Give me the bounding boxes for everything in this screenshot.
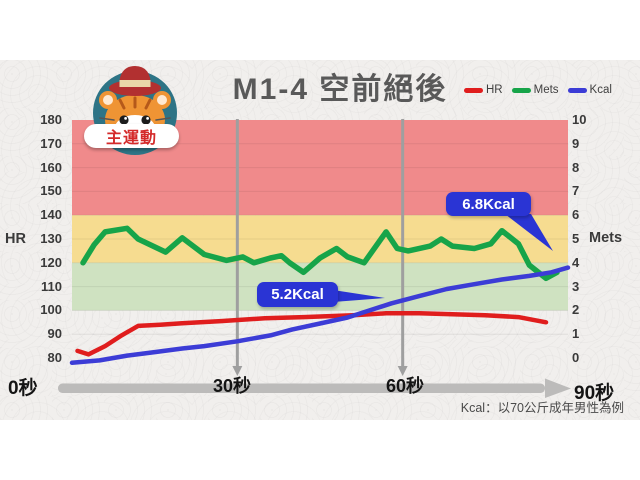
left-axis-tick: 150 [40,183,62,199]
legend-label-kcal: Kcal [589,84,612,96]
right-axis-tick: 10 [572,112,587,127]
left-axis-title: HR [5,231,26,247]
left-axis-tick: 110 [41,278,62,294]
right-axis-tick: 8 [572,159,580,175]
right-axis-title: Mets [589,230,623,246]
hr-line [75,311,549,357]
phase-badge: 主運動 [84,124,179,148]
left-axis-tick: 180 [40,112,62,127]
legend-item-mets: Mets [511,84,559,96]
right-axis-tick: 0 [572,350,580,365]
right-axis-tick: 4 [572,254,580,270]
legend-item-kcal: Kcal [567,84,612,96]
left-axis-tick: 130 [40,231,62,246]
left-axis-tick: 100 [40,302,62,318]
mets-line [80,225,560,282]
page-title: M1-4 空前絕後 [232,73,448,106]
left-axis-tick: 140 [40,207,62,223]
left-axis-tick: 170 [40,135,62,151]
kcal-footnote: Kcal：以70公斤成年男性為例 [460,401,624,415]
right-axis-tick: 5 [572,231,580,246]
kcal-callout-6-8: 6.8Kcal [446,192,531,216]
mets-line-swatch-icon [511,87,531,93]
time-label-0s: 0秒 [8,378,38,399]
time-label-30s: 30秒 [213,376,252,396]
chart-legend: HR Mets Kcal [464,84,612,96]
legend-label-hr: HR [486,84,503,96]
right-axis-tick: 1 [572,326,580,342]
left-axis-tick: 80 [47,350,62,365]
kcal-line [69,265,571,366]
left-axis-tick: 160 [40,159,62,175]
legend-label-mets: Mets [533,84,559,96]
hr-line-swatch-icon [464,87,483,93]
right-axis-tick: 7 [572,183,580,199]
left-axis-tick: 90 [47,326,62,342]
right-axis-tick: 9 [572,135,580,151]
legend-item-hr: HR [464,84,503,96]
right-axis-tick: 2 [572,302,580,318]
time-label-90s: 90秒 [574,383,615,404]
kcal-line-swatch-icon [567,87,587,93]
right-axis-tick: 3 [572,278,580,294]
kcal-callout-5-2: 5.2Kcal [257,282,338,307]
left-axis-tick: 120 [40,254,62,270]
right-axis-tick: 6 [572,207,580,223]
time-label-60s: 60秒 [386,376,425,396]
